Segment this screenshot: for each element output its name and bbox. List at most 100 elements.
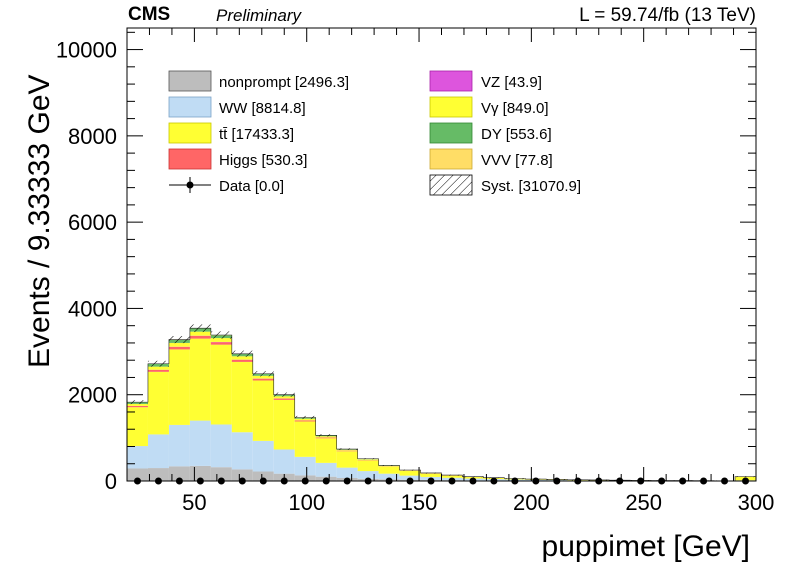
bar-segment-5-11 bbox=[357, 459, 379, 460]
x-tick-label: 250 bbox=[625, 490, 662, 515]
bar-segment-2-2 bbox=[168, 349, 190, 425]
y-axis-title: Events / 9.33333 GeV bbox=[23, 74, 56, 368]
x-tick-label: 200 bbox=[513, 490, 550, 515]
bar-segment-2-5 bbox=[231, 361, 253, 433]
bar-segment-1-8 bbox=[294, 456, 316, 476]
bar-segment-1-7 bbox=[273, 449, 295, 474]
bar-segment-1-4 bbox=[210, 424, 232, 468]
bar-segment-3-0 bbox=[127, 406, 148, 408]
legend-swatch-vz bbox=[429, 70, 473, 92]
stacked-bars bbox=[127, 327, 756, 482]
legend-swatch-vgamma bbox=[429, 96, 473, 118]
legend-swatch-ww bbox=[168, 96, 212, 118]
bar-segment-5-2 bbox=[168, 342, 190, 347]
syst-band-bin-6 bbox=[252, 371, 274, 377]
legend-swatch-nonprompt bbox=[168, 70, 212, 92]
syst-band-bin-2 bbox=[168, 336, 190, 344]
bar-segment-5-6 bbox=[252, 375, 274, 379]
luminosity-label: L = 59.74/fb (13 TeV) bbox=[579, 5, 756, 26]
syst-band-bin-1 bbox=[147, 360, 169, 367]
bar-segment-5-4 bbox=[210, 338, 232, 342]
x-tick-label: 300 bbox=[738, 490, 775, 515]
bar-segment-1-11 bbox=[357, 471, 379, 479]
bar-segment-2-6 bbox=[252, 380, 274, 441]
legend-label-vz: VZ [43.9] bbox=[481, 74, 542, 91]
x-axis-title: puppimet [GeV] bbox=[542, 530, 750, 563]
bar-segment-1-3 bbox=[189, 420, 211, 466]
bar-segment-1-0 bbox=[127, 446, 148, 469]
legend-label-higgs: Higgs [530.3] bbox=[219, 152, 307, 169]
bar-segment-0-6 bbox=[252, 471, 274, 481]
bar-segment-3-2 bbox=[168, 346, 190, 350]
bar-segment-1-12 bbox=[378, 473, 400, 480]
bar-segment-2-1 bbox=[147, 371, 169, 435]
bar-segment-1-5 bbox=[231, 432, 253, 470]
bar-segment-1-6 bbox=[252, 440, 274, 472]
bar-segment-3-5 bbox=[231, 359, 253, 362]
y-axis-ticks: 0 2000 4000 6000 8000 10000 bbox=[56, 31, 756, 494]
bar-segment-3-10 bbox=[336, 450, 358, 452]
y-tick-label: 4000 bbox=[68, 296, 117, 321]
legend-data-marker bbox=[186, 181, 194, 189]
legend-swatch-syst bbox=[429, 174, 473, 196]
bar-segment-0-3 bbox=[189, 465, 211, 481]
bar-segment-3-9 bbox=[315, 437, 337, 439]
y-tick-label: 6000 bbox=[68, 210, 117, 235]
bar-segment-2-0 bbox=[127, 407, 148, 447]
y-tick-label: 2000 bbox=[68, 383, 117, 408]
syst-band-bin-4 bbox=[210, 331, 232, 339]
legend-label-ww: WW [8814.8] bbox=[219, 100, 306, 117]
legend-label-data: Data [0.0] bbox=[219, 178, 284, 195]
preliminary-label: Preliminary bbox=[216, 6, 303, 25]
bar-segment-5-3 bbox=[189, 331, 211, 336]
syst-band-bin-0 bbox=[127, 400, 148, 405]
syst-band-bin-11 bbox=[357, 458, 379, 460]
syst-band-bin-9 bbox=[315, 434, 337, 437]
x-axis-ticks: 50 100 150 200 250 300 bbox=[126, 28, 775, 515]
bar-segment-1-1 bbox=[147, 434, 169, 469]
bar-segment-5-10 bbox=[336, 449, 358, 451]
bar-segment-2-13 bbox=[399, 470, 421, 476]
legend-label-syst: Syst. [31070.9] bbox=[481, 178, 581, 195]
syst-band-bin-15 bbox=[441, 474, 463, 476]
legend-label-dy: DY [553.6] bbox=[481, 126, 552, 143]
bar-segment-1-10 bbox=[336, 467, 358, 478]
bar-segment-2-15 bbox=[441, 475, 463, 478]
bar-segment-3-8 bbox=[294, 420, 316, 422]
legend-label-vvv: VVV [77.8] bbox=[481, 152, 553, 169]
bar-segment-0-4 bbox=[210, 467, 232, 481]
bar-segment-5-1 bbox=[147, 366, 169, 370]
x-tick-label: 150 bbox=[401, 490, 438, 515]
syst-band-bin-10 bbox=[336, 448, 358, 450]
legend-label-vgamma: Vγ [849.0] bbox=[481, 100, 549, 117]
bar-segment-5-8 bbox=[294, 418, 316, 421]
bar-segment-0-0 bbox=[127, 468, 148, 481]
bar-segment-0-1 bbox=[147, 468, 169, 481]
legend-swatch-ttbar bbox=[168, 122, 212, 144]
bar-segment-2-7 bbox=[273, 399, 295, 450]
bar-segment-2-12 bbox=[378, 466, 400, 474]
bar-segment-5-9 bbox=[315, 436, 337, 438]
cms-label: CMS bbox=[128, 4, 170, 25]
syst-band-bin-12 bbox=[378, 465, 400, 467]
bar-segment-3-4 bbox=[210, 342, 232, 345]
bar-segment-2-11 bbox=[357, 460, 379, 472]
syst-band-bin-7 bbox=[273, 392, 295, 397]
bar-segment-5-7 bbox=[273, 396, 295, 399]
bar-segment-3-1 bbox=[147, 369, 169, 372]
legend-label-ttbar: tt̄ [17433.3] bbox=[219, 126, 294, 143]
y-tick-label: 0 bbox=[105, 469, 117, 494]
syst-band-bin-16 bbox=[462, 476, 484, 478]
legend-swatch-vvv bbox=[429, 148, 473, 170]
bar-segment-5-5 bbox=[231, 356, 253, 360]
x-tick-label: 50 bbox=[182, 490, 206, 515]
bar-segment-5-0 bbox=[127, 403, 148, 406]
syst-band-bin-13 bbox=[399, 469, 421, 471]
bar-segment-3-7 bbox=[273, 398, 295, 400]
bar-segment-1-9 bbox=[315, 462, 337, 477]
syst-band-bin-29 bbox=[735, 476, 756, 478]
bar-segment-2-8 bbox=[294, 421, 316, 457]
legend-swatch-higgs bbox=[168, 148, 212, 170]
bar-segment-0-2 bbox=[168, 466, 190, 481]
